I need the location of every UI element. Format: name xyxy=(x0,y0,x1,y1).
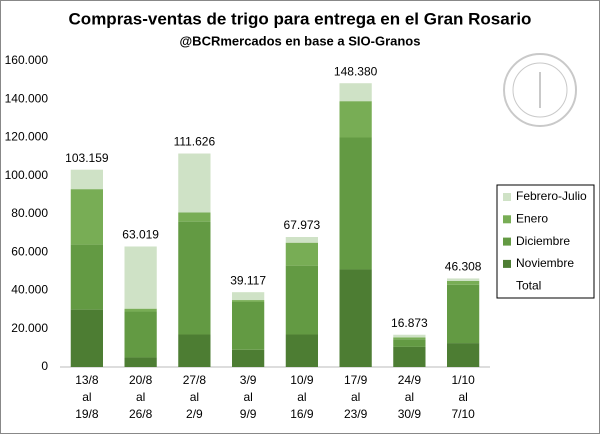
legend-label: Febrero-Julio xyxy=(516,189,587,203)
x-tick-label: 9/9 xyxy=(240,407,257,421)
bar-segment xyxy=(124,357,157,367)
total-label: 148.380 xyxy=(334,64,378,78)
total-label: 63.019 xyxy=(122,228,159,242)
y-tick-label: 0 xyxy=(41,359,48,373)
bar-segment xyxy=(178,221,211,335)
y-tick-label: 160.000 xyxy=(5,53,49,67)
legend-label: Noviembre xyxy=(516,256,574,270)
x-tick-label: 13/8 xyxy=(75,373,99,387)
y-tick-label: 40.000 xyxy=(11,283,48,297)
bar-segment xyxy=(232,301,265,350)
x-tick-label: 19/8 xyxy=(75,407,99,421)
x-tick-label: al xyxy=(190,390,199,404)
x-tick-label: al xyxy=(458,390,467,404)
bar-segment xyxy=(178,212,211,222)
legend-swatch xyxy=(503,215,511,224)
x-tick-label: 30/9 xyxy=(398,407,422,421)
y-tick-label: 80.000 xyxy=(11,206,48,220)
bar-segment xyxy=(124,246,157,309)
bar-segment xyxy=(232,300,265,302)
bar-segment xyxy=(447,343,480,367)
x-tick-label: 7/10 xyxy=(451,407,475,421)
bar-segment xyxy=(339,137,372,270)
x-tick-label: 10/9 xyxy=(290,373,314,387)
x-tick-label: 24/9 xyxy=(398,373,422,387)
bar-segment xyxy=(285,265,318,335)
bar-segment xyxy=(70,309,103,367)
bar-segment xyxy=(393,337,426,340)
bar-segment xyxy=(393,346,426,367)
bar-segment xyxy=(178,153,211,213)
bar-segment xyxy=(232,349,265,367)
legend-label: Diciembre xyxy=(516,234,570,248)
bar-segment xyxy=(339,101,372,138)
y-tick-label: 20.000 xyxy=(11,321,48,335)
x-tick-label: 26/8 xyxy=(129,407,153,421)
x-tick-label: 1/10 xyxy=(451,373,475,387)
bar-segment xyxy=(393,339,426,347)
chart-subtitle: @BCRmercados en base a SIO-Granos xyxy=(180,33,421,48)
logo xyxy=(503,53,577,127)
x-tick-label: 16/9 xyxy=(290,407,314,421)
bar-segment xyxy=(339,83,372,102)
y-tick-label: 140.000 xyxy=(5,91,49,105)
bar-segment xyxy=(339,269,372,367)
total-label: 46.308 xyxy=(445,260,482,274)
bar-segment xyxy=(70,169,103,190)
bar-segment xyxy=(232,292,265,301)
total-label: 67.973 xyxy=(284,218,321,232)
x-tick-label: al xyxy=(243,390,252,404)
legend-swatch xyxy=(503,237,511,246)
bar-segment xyxy=(178,334,211,367)
legend-swatch xyxy=(503,193,511,201)
total-label: 111.626 xyxy=(174,135,216,149)
bar-segment xyxy=(447,278,480,281)
x-tick-label: al xyxy=(136,390,145,404)
bar-segment xyxy=(124,308,157,312)
legend-label: Total xyxy=(516,278,541,292)
x-tick-label: al xyxy=(82,390,91,404)
bar-segment xyxy=(447,280,480,285)
total-label: 103.159 xyxy=(65,151,109,165)
bar-segment xyxy=(447,284,480,344)
legend-swatch xyxy=(503,259,511,268)
x-tick-label: 17/9 xyxy=(344,373,368,387)
x-tick-label: al xyxy=(297,390,306,404)
chart-title: Compras-ventas de trigo para entrega en … xyxy=(69,9,532,28)
x-tick-label: 20/8 xyxy=(129,373,153,387)
bar-segment xyxy=(70,189,103,245)
x-tick-label: 2/9 xyxy=(186,407,203,421)
total-label: 39.117 xyxy=(230,273,266,287)
bar-segment xyxy=(70,244,103,310)
bar-segment xyxy=(285,237,318,243)
x-tick-label: 23/9 xyxy=(344,407,368,421)
bar-segment xyxy=(285,334,318,367)
legend-box xyxy=(496,184,595,299)
y-tick-label: 60.000 xyxy=(11,244,48,258)
bar-segment xyxy=(285,242,318,266)
legend-label: Enero xyxy=(516,211,548,225)
y-tick-label: 120.000 xyxy=(5,130,49,144)
x-tick-label: al xyxy=(351,390,360,404)
bar-segment xyxy=(393,334,426,338)
x-tick-label: al xyxy=(405,390,414,404)
x-tick-label: 3/9 xyxy=(240,373,257,387)
total-label: 16.873 xyxy=(391,316,428,330)
bar-segment xyxy=(124,311,157,358)
x-tick-label: 27/8 xyxy=(183,373,207,387)
y-tick-label: 100.000 xyxy=(5,168,49,182)
